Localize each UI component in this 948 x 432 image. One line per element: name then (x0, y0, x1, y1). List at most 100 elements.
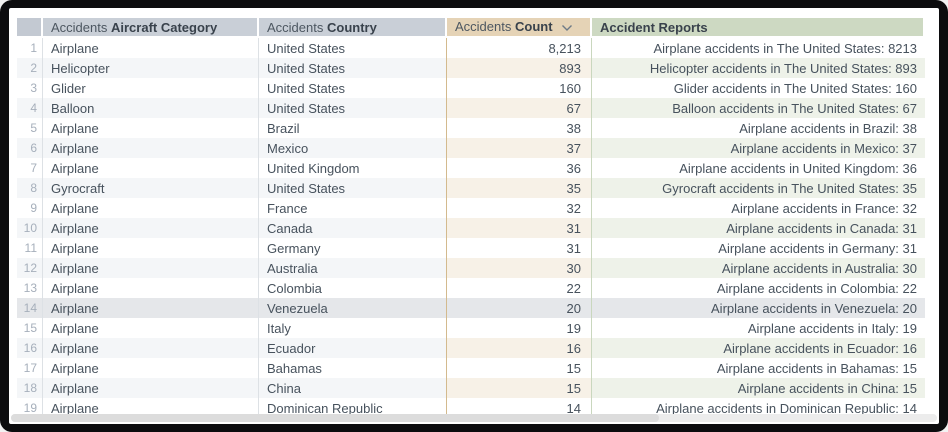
country-cell[interactable]: Italy (259, 318, 447, 338)
country-cell[interactable]: Colombia (259, 278, 447, 298)
aircraft-category-cell[interactable]: Airplane (43, 318, 259, 338)
count-cell[interactable]: 32 (447, 198, 592, 218)
aircraft-category-cell[interactable]: Airplane (43, 238, 259, 258)
count-cell[interactable]: 8,213 (447, 38, 592, 58)
table-row[interactable]: 17 Airplane Bahamas 15 Airplane accidents in… (17, 358, 925, 378)
horizontal-scrollbar[interactable] (11, 414, 937, 422)
aircraft-category-cell[interactable]: Gyrocraft (43, 178, 259, 198)
country-cell[interactable]: Bahamas (259, 358, 447, 378)
count-cell[interactable]: 15 (447, 378, 592, 398)
table-row[interactable]: 8 Gyrocraft United States 35 Gyrocraft accid… (17, 178, 925, 198)
table-row[interactable]: 13 Airplane Colombia 22 Airplane accidents i… (17, 278, 925, 298)
table-row[interactable]: 12 Airplane Australia 30 Airplane accidents … (17, 258, 925, 278)
count-cell[interactable]: 35 (447, 178, 592, 198)
country-cell[interactable]: Mexico (259, 138, 447, 158)
country-cell[interactable]: United States (259, 178, 447, 198)
country-cell[interactable]: Germany (259, 238, 447, 258)
country-cell[interactable]: China (259, 378, 447, 398)
accident-report-cell[interactable]: Airplane accidents in Italy: 19 (592, 318, 925, 338)
count-cell[interactable]: 20 (447, 298, 592, 318)
aircraft-category-cell[interactable]: Airplane (43, 258, 259, 278)
aircraft-category-cell[interactable]: Glider (43, 78, 259, 98)
country-cell[interactable]: Canada (259, 218, 447, 238)
aircraft-category-cell[interactable]: Airplane (43, 138, 259, 158)
aircraft-category-cell[interactable]: Airplane (43, 358, 259, 378)
accident-report-cell[interactable]: Airplane accidents in Australia: 30 (592, 258, 925, 278)
country-cell[interactable]: Ecuador (259, 338, 447, 358)
accident-report-cell[interactable]: Airplane accidents in Brazil: 38 (592, 118, 925, 138)
count-cell[interactable]: 19 (447, 318, 592, 338)
accident-report-cell[interactable]: Airplane accidents in Germany: 31 (592, 238, 925, 258)
aircraft-category-cell[interactable]: Airplane (43, 118, 259, 138)
table-row[interactable]: 3 Glider United States 160 Glider accidents … (17, 78, 925, 98)
aircraft-category-cell[interactable]: Airplane (43, 398, 259, 418)
table-row[interactable]: 5 Airplane Brazil 38 Airplane accidents in B… (17, 118, 925, 138)
accident-report-cell[interactable]: Glider accidents in The United States: 1… (592, 78, 925, 98)
country-cell[interactable]: Australia (259, 258, 447, 278)
accident-report-cell[interactable]: Airplane accidents in Colombia: 22 (592, 278, 925, 298)
column-header-aircraft-category[interactable]: Accidents Aircraft Category (43, 18, 259, 38)
country-cell[interactable]: United States (259, 78, 447, 98)
accident-report-cell[interactable]: Airplane accidents in Bahamas: 15 (592, 358, 925, 378)
table-row[interactable]: 19 Airplane Dominican Republic 14 Airplane a… (17, 398, 925, 418)
aircraft-category-cell[interactable]: Airplane (43, 278, 259, 298)
table-row[interactable]: 2 Helicopter United States 893 Helicopter ac… (17, 58, 925, 78)
aircraft-category-cell[interactable]: Airplane (43, 338, 259, 358)
country-cell[interactable]: Dominican Republic (259, 398, 447, 418)
country-cell[interactable]: United Kingdom (259, 158, 447, 178)
accident-report-cell[interactable]: Gyrocraft accidents in The United States… (592, 178, 925, 198)
country-cell[interactable]: United States (259, 58, 447, 78)
accident-report-cell[interactable]: Airplane accidents in Canada: 31 (592, 218, 925, 238)
aircraft-category-cell[interactable]: Airplane (43, 158, 259, 178)
aircraft-category-cell[interactable]: Airplane (43, 218, 259, 238)
count-cell[interactable]: 22 (447, 278, 592, 298)
table-row[interactable]: 9 Airplane France 32 Airplane accidents in F… (17, 198, 925, 218)
count-cell[interactable]: 15 (447, 358, 592, 378)
column-header-count[interactable]: Accidents Count (447, 18, 592, 38)
table-row[interactable]: 14 Airplane Venezuela 20 Airplane accidents … (17, 298, 925, 318)
accident-report-cell[interactable]: Airplane accidents in France: 32 (592, 198, 925, 218)
count-cell[interactable]: 14 (447, 398, 592, 418)
count-cell[interactable]: 36 (447, 158, 592, 178)
accident-report-cell[interactable]: Helicopter accidents in The United State… (592, 58, 925, 78)
count-cell[interactable]: 37 (447, 138, 592, 158)
accident-report-cell[interactable]: Airplane accidents in United Kingdom: 36 (592, 158, 925, 178)
horizontal-scrollbar-thumb[interactable] (11, 414, 660, 422)
count-cell[interactable]: 67 (447, 98, 592, 118)
accident-report-cell[interactable]: Airplane accidents in Dominican Republic… (592, 398, 925, 418)
country-cell[interactable]: France (259, 198, 447, 218)
count-cell[interactable]: 31 (447, 238, 592, 258)
table-row[interactable]: 15 Airplane Italy 19 Airplane accidents in I… (17, 318, 925, 338)
country-cell[interactable]: Brazil (259, 118, 447, 138)
accident-report-cell[interactable]: Airplane accidents in Venezuela: 20 (592, 298, 925, 318)
table-row[interactable]: 1 Airplane United States 8,213 Airplane acci… (17, 38, 925, 58)
accident-report-cell[interactable]: Airplane accidents in Mexico: 37 (592, 138, 925, 158)
accident-report-cell[interactable]: Airplane accidents in Ecuador: 16 (592, 338, 925, 358)
column-header-country[interactable]: Accidents Country (259, 18, 447, 38)
table-row[interactable]: 16 Airplane Ecuador 16 Airplane accidents in… (17, 338, 925, 358)
accident-report-cell[interactable]: Balloon accidents in The United States: … (592, 98, 925, 118)
count-cell[interactable]: 38 (447, 118, 592, 138)
table-row[interactable]: 11 Airplane Germany 31 Airplane accidents in… (17, 238, 925, 258)
table-row[interactable]: 10 Airplane Canada 31 Airplane accidents in … (17, 218, 925, 238)
table-row[interactable]: 18 Airplane China 15 Airplane accidents in C… (17, 378, 925, 398)
table-row[interactable]: 4 Balloon United States 67 Balloon accidents… (17, 98, 925, 118)
country-cell[interactable]: United States (259, 98, 447, 118)
table-row[interactable]: 7 Airplane United Kingdom 36 Airplane accide… (17, 158, 925, 178)
aircraft-category-cell[interactable]: Airplane (43, 298, 259, 318)
aircraft-category-cell[interactable]: Balloon (43, 98, 259, 118)
count-cell[interactable]: 30 (447, 258, 592, 278)
aircraft-category-cell[interactable]: Helicopter (43, 58, 259, 78)
aircraft-category-cell[interactable]: Airplane (43, 38, 259, 58)
country-cell[interactable]: Venezuela (259, 298, 447, 318)
accident-report-cell[interactable]: Airplane accidents in China: 15 (592, 378, 925, 398)
aircraft-category-cell[interactable]: Airplane (43, 378, 259, 398)
country-cell[interactable]: United States (259, 38, 447, 58)
accident-report-cell[interactable]: Airplane accidents in The United States:… (592, 38, 925, 58)
column-header-accident-reports[interactable]: Accident Reports (592, 18, 925, 38)
table-row[interactable]: 6 Airplane Mexico 37 Airplane accidents in M… (17, 138, 925, 158)
aircraft-category-cell[interactable]: Airplane (43, 198, 259, 218)
count-cell[interactable]: 893 (447, 58, 592, 78)
count-cell[interactable]: 160 (447, 78, 592, 98)
count-cell[interactable]: 16 (447, 338, 592, 358)
